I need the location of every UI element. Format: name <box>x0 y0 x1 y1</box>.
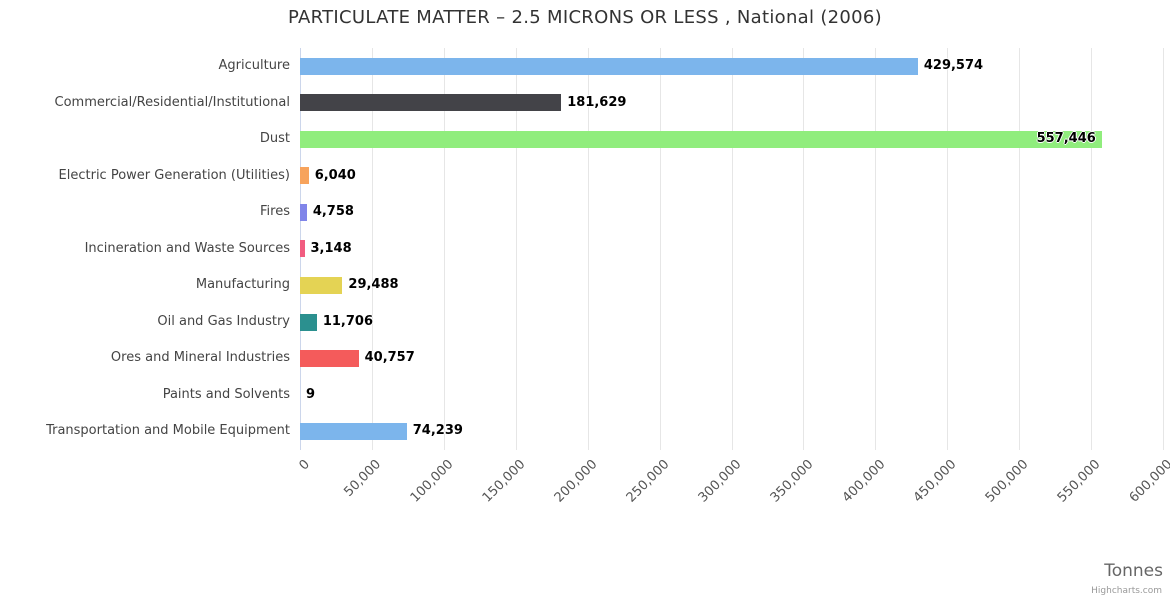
category-label: Transportation and Mobile Equipment <box>46 423 290 439</box>
value-label: 29,488 <box>348 277 399 293</box>
value-label: 4,758 <box>312 204 354 220</box>
category-label: Dust <box>259 131 290 147</box>
grid-line <box>1019 48 1021 450</box>
value-label: 3,148 <box>310 240 352 256</box>
bar[interactable] <box>300 203 307 221</box>
x-tick-label: 350,000 <box>767 457 817 506</box>
bar[interactable] <box>300 277 343 295</box>
bar[interactable] <box>300 57 918 75</box>
x-tick-label: 500,000 <box>983 457 1032 506</box>
grid-line <box>1091 48 1093 450</box>
chart-row: Electric Power Generation (Utilities) 6,0… <box>0 158 1170 195</box>
value-label: 40,757 <box>364 350 415 366</box>
chart-row: Dust 557,446 <box>0 121 1170 158</box>
x-tick-label: 600,000 <box>1126 457 1170 506</box>
bar[interactable] <box>300 94 562 112</box>
value-label: 557,446 <box>1036 131 1096 147</box>
highcharts-credit[interactable]: Highcharts.com <box>1091 586 1162 596</box>
x-tick-label: 400,000 <box>839 457 888 506</box>
grid-line <box>659 48 661 450</box>
value-label: 11,706 <box>322 313 373 329</box>
bar[interactable] <box>300 423 407 441</box>
grid-line <box>947 48 949 450</box>
x-tick-label: 550,000 <box>1055 457 1104 506</box>
x-tick-label: 100,000 <box>407 457 457 506</box>
x-tick-label: 250,000 <box>623 457 673 506</box>
grid-line <box>803 48 805 450</box>
grid-line <box>515 48 517 450</box>
value-label: 9 <box>306 386 316 402</box>
x-tick-label: 200,000 <box>551 457 601 506</box>
bar[interactable] <box>300 350 359 368</box>
bar[interactable] <box>300 313 317 331</box>
bar[interactable] <box>300 130 1102 148</box>
value-label: 6,040 <box>314 167 356 183</box>
value-label: 181,629 <box>567 94 627 110</box>
category-label: Incineration and Waste Sources <box>84 240 290 256</box>
x-axis-title: Tonnes <box>1104 561 1163 581</box>
x-tick-label: 0 <box>296 457 313 474</box>
grid-line <box>587 48 589 450</box>
category-label: Paints and Solvents <box>162 386 290 402</box>
category-label: Manufacturing <box>195 277 290 293</box>
category-label: Agriculture <box>218 58 291 73</box>
chart-row: Ores and Mineral Industries 40,757 <box>0 340 1170 377</box>
chart-row: Oil and Gas Industry 11,706 <box>0 304 1170 341</box>
chart-row: Agriculture 429,574 <box>0 48 1170 85</box>
category-label: Fires <box>260 204 290 220</box>
grid-line <box>371 48 373 450</box>
category-label: Electric Power Generation (Utilities) <box>58 167 290 183</box>
chart-row: Incineration and Waste Sources 3,148 <box>0 231 1170 268</box>
value-label: 74,239 <box>412 423 463 439</box>
chart-row: Manufacturing 29,488 <box>0 267 1170 304</box>
grid-line <box>875 48 877 450</box>
x-tick-label: 300,000 <box>695 457 745 506</box>
grid-line <box>1163 48 1164 450</box>
x-tick-label: 50,000 <box>341 457 385 500</box>
bar[interactable] <box>300 167 309 185</box>
x-tick-label: 450,000 <box>911 457 960 506</box>
chart-title: PARTICULATE MATTER – 2.5 MICRONS OR LESS… <box>288 7 882 28</box>
chart-row: Transportation and Mobile Equipment 74,23… <box>0 413 1170 450</box>
grid-line <box>731 48 733 450</box>
category-label: Oil and Gas Industry <box>157 313 290 329</box>
category-label: Ores and Mineral Industries <box>110 350 290 366</box>
bar[interactable] <box>300 240 305 258</box>
chart-row: Paints and Solvents 9 <box>0 377 1170 414</box>
chart-row: Fires 4,758 <box>0 194 1170 231</box>
x-tick-label: 150,000 <box>479 457 529 506</box>
category-label: Commercial/Residential/Institutional <box>54 94 291 110</box>
chart-row: Commercial/Residential/Institutional 181,… <box>0 85 1170 122</box>
value-label: 429,574 <box>923 58 984 73</box>
grid-line <box>443 48 445 450</box>
